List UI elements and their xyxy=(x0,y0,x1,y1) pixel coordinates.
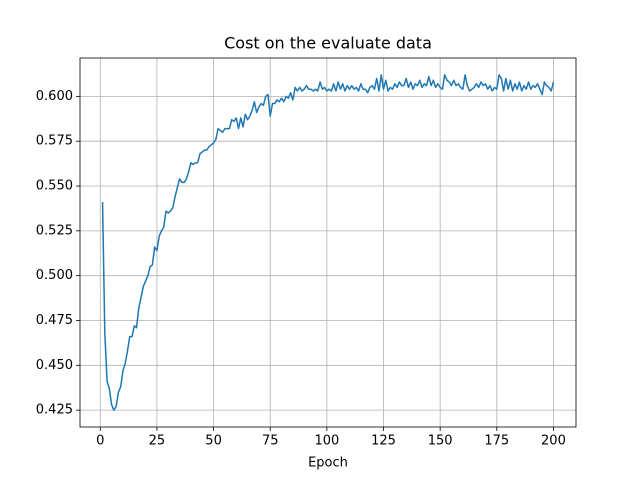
x-tick-label: 50 xyxy=(205,434,222,449)
x-tick-label: 0 xyxy=(96,434,104,449)
y-tick-label: 0.525 xyxy=(36,223,73,238)
y-tick-label: 0.550 xyxy=(36,179,73,194)
y-tick-label: 0.600 xyxy=(36,89,73,104)
x-tick-label: 100 xyxy=(314,434,339,449)
y-tick-label: 0.575 xyxy=(36,134,73,149)
axes-frame xyxy=(79,57,577,428)
x-tick-label: 150 xyxy=(428,434,453,449)
y-tick-label: 0.475 xyxy=(36,313,73,328)
y-tick-label: 0.425 xyxy=(36,403,73,418)
x-tick-label: 75 xyxy=(262,434,279,449)
y-tick-label: 0.450 xyxy=(36,358,73,373)
y-tick-label: 0.500 xyxy=(36,268,73,283)
x-axis-label: Epoch xyxy=(308,456,348,471)
x-tick-label: 175 xyxy=(484,434,509,449)
x-tick-label: 125 xyxy=(371,434,396,449)
x-tick-label: 200 xyxy=(541,434,566,449)
chart-title: Cost on the evaluate data xyxy=(224,34,432,53)
x-tick-label: 25 xyxy=(149,434,166,449)
data-line xyxy=(101,74,555,411)
